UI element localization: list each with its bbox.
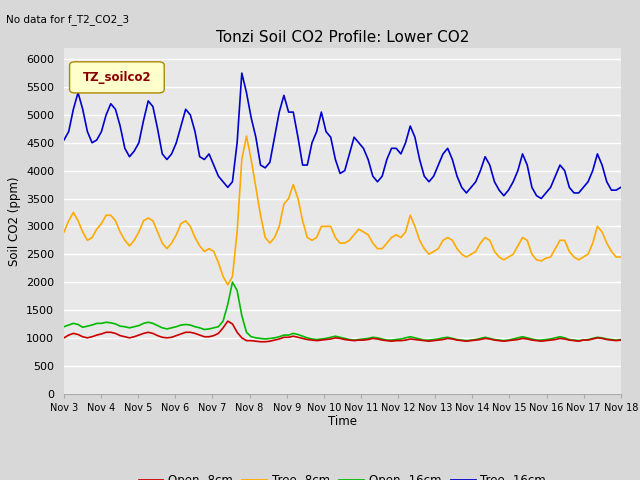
Title: Tonzi Soil CO2 Profile: Lower CO2: Tonzi Soil CO2 Profile: Lower CO2: [216, 30, 469, 46]
Y-axis label: Soil CO2 (ppm): Soil CO2 (ppm): [8, 176, 20, 265]
X-axis label: Time: Time: [328, 415, 357, 429]
Legend: Open -8cm, Tree -8cm, Open -16cm, Tree -16cm: Open -8cm, Tree -8cm, Open -16cm, Tree -…: [134, 469, 551, 480]
Text: No data for f_T2_CO2_3: No data for f_T2_CO2_3: [6, 14, 129, 25]
Text: TZ_soilco2: TZ_soilco2: [83, 71, 151, 84]
FancyBboxPatch shape: [70, 62, 164, 93]
